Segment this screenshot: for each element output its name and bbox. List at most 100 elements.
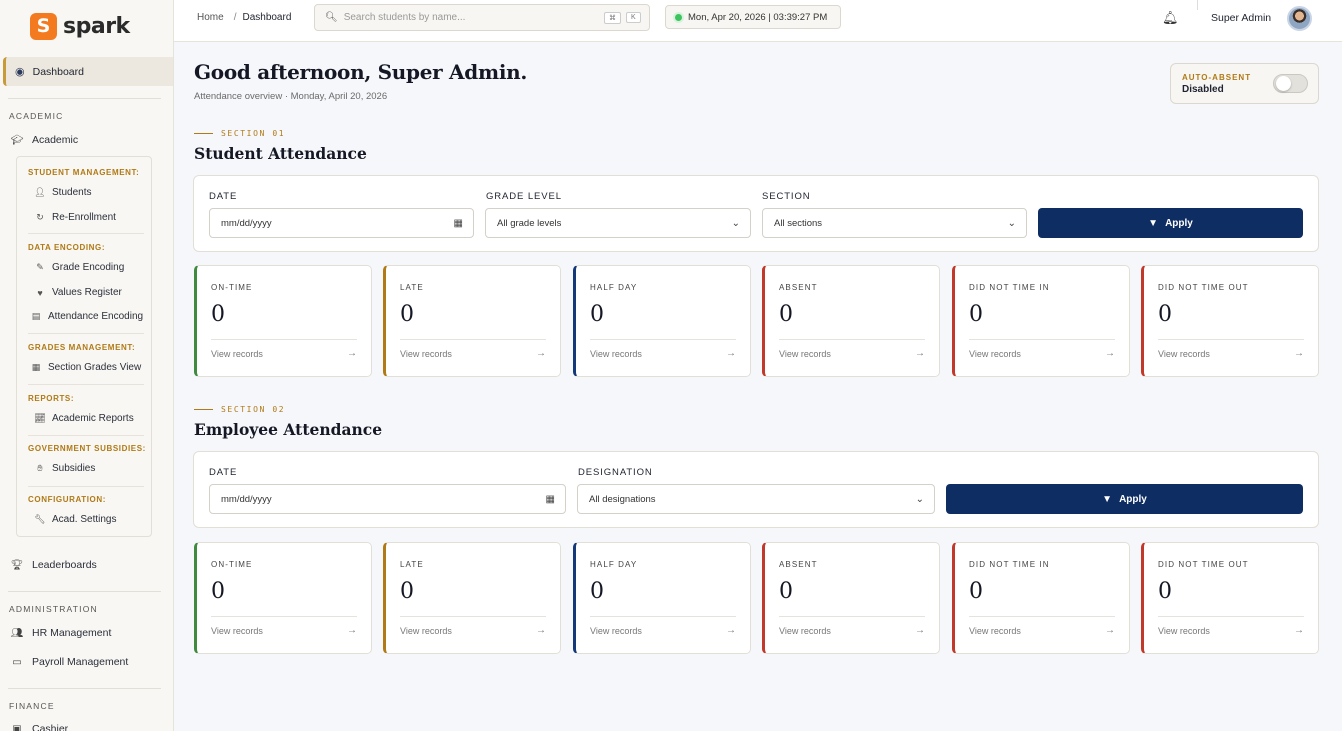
kbd-cmd: ⌘	[604, 12, 621, 24]
view-records-link[interactable]: View records	[211, 626, 263, 636]
sidebar-item-label: Attendance Encoding	[48, 311, 144, 322]
view-records-link[interactable]: View records	[400, 626, 452, 636]
stat-card-half-day[interactable]: HALF DAY 0 View records →	[573, 265, 751, 377]
auto-absent-label: AUTO-ABSENT	[1182, 73, 1252, 82]
sidebar-item-cashier[interactable]: ▣ Cashier	[10, 723, 68, 731]
view-records-link[interactable]: View records	[969, 349, 1021, 359]
sidebar-item-re-enrollment[interactable]: ↻ Re-Enrollment	[34, 212, 116, 223]
stat-card-did-not-time-in[interactable]: DID NOT TIME IN 0 View records →	[952, 265, 1130, 377]
stat-value: 0	[779, 579, 793, 604]
sidebar-item-subsidies[interactable]: ✋︎ Subsidies	[34, 463, 95, 474]
sidebar-item-label: Dashboard	[32, 65, 84, 78]
stat-card-did-not-time-out[interactable]: DID NOT TIME OUT 0 View records →	[1141, 542, 1319, 654]
wrench-icon: 🔧︎	[34, 514, 46, 524]
divider	[28, 384, 144, 385]
breadcrumb-home[interactable]: Home	[197, 12, 224, 23]
designation-select[interactable]: All designations ⌄	[577, 484, 935, 514]
arrow-right-icon[interactable]: →	[726, 625, 736, 636]
sidebar-item-academic[interactable]: 🎓︎ Academic	[10, 134, 78, 146]
student-date-input[interactable]: mm/dd/yyyy ▦	[209, 208, 474, 238]
view-records-link[interactable]: View records	[779, 626, 831, 636]
stat-value: 0	[400, 579, 414, 604]
users-icon: 👥︎	[10, 627, 24, 639]
student-apply-button[interactable]: ▼ Apply	[1038, 208, 1303, 238]
view-records-link[interactable]: View records	[969, 626, 1021, 636]
sidebar-item-students[interactable]: 👤︎ Students	[34, 187, 91, 198]
chevron-down-icon: ⌄	[731, 217, 740, 229]
bell-icon[interactable]: 🔔︎	[1162, 10, 1179, 25]
arrow-right-icon[interactable]: →	[1294, 348, 1304, 359]
auto-absent-card: AUTO-ABSENT Disabled	[1170, 63, 1319, 104]
arrow-right-icon[interactable]: →	[347, 348, 357, 359]
toggle-knob	[1276, 76, 1291, 91]
sidebar-item-label: Leaderboards	[32, 559, 97, 571]
arrow-right-icon[interactable]: →	[915, 625, 925, 636]
employee-date-input[interactable]: mm/dd/yyyy ▦	[209, 484, 566, 514]
sidebar-item-grade-encoding[interactable]: ✎ Grade Encoding	[34, 262, 124, 273]
sidebar-item-hr-management[interactable]: 👥︎ HR Management	[10, 627, 112, 639]
divider	[1158, 339, 1304, 340]
section-value: All sections	[774, 217, 823, 229]
sidebar-item-leaderboards[interactable]: 🏆︎ Leaderboards	[10, 559, 97, 571]
stat-card-did-not-time-out[interactable]: DID NOT TIME OUT 0 View records →	[1141, 265, 1319, 377]
sidebar-item-section-grades-view[interactable]: ▦ Section Grades View	[30, 362, 141, 373]
stat-label: DID NOT TIME OUT	[1158, 560, 1249, 569]
sidebar-item-label: Re-Enrollment	[52, 212, 116, 223]
stat-card-absent[interactable]: ABSENT 0 View records →	[762, 542, 940, 654]
arrow-right-icon[interactable]: →	[1105, 348, 1115, 359]
divider	[779, 339, 925, 340]
arrow-right-icon[interactable]: →	[915, 348, 925, 359]
arrow-right-icon[interactable]: →	[1294, 625, 1304, 636]
search-input[interactable]	[343, 12, 604, 23]
sidebar-item-academic-reports[interactable]: 📈︎ Academic Reports	[34, 413, 133, 424]
divider	[590, 616, 736, 617]
stat-card-on-time[interactable]: ON-TIME 0 View records →	[194, 265, 372, 377]
stat-card-late[interactable]: LATE 0 View records →	[383, 265, 561, 377]
stat-card-late[interactable]: LATE 0 View records →	[383, 542, 561, 654]
sidebar-item-values-register[interactable]: ♥ Values Register	[34, 287, 122, 298]
date-label: DATE	[209, 467, 238, 478]
status-dot	[675, 13, 682, 21]
sidebar-item-payroll-management[interactable]: ▭ Payroll Management	[10, 656, 128, 668]
section-select[interactable]: All sections ⌄	[762, 208, 1027, 238]
view-records-link[interactable]: View records	[211, 349, 263, 359]
arrow-right-icon[interactable]: →	[1105, 625, 1115, 636]
stat-value: 0	[211, 579, 225, 604]
stat-card-absent[interactable]: ABSENT 0 View records →	[762, 265, 940, 377]
clock-display: Mon, Apr 20, 2026 | 03:39:27 PM	[665, 5, 841, 29]
user-name[interactable]: Super Admin	[1211, 12, 1272, 24]
arrow-right-icon[interactable]: →	[726, 348, 736, 359]
view-records-link[interactable]: View records	[1158, 349, 1210, 359]
date-placeholder: mm/dd/yyyy	[221, 217, 272, 229]
sidebar-item-attendance-encoding[interactable]: ▤ Attendance Encoding	[30, 311, 143, 322]
arrow-right-icon[interactable]: →	[536, 348, 546, 359]
auto-absent-toggle[interactable]	[1273, 74, 1308, 93]
stat-label: DID NOT TIME IN	[969, 283, 1050, 292]
view-records-link[interactable]: View records	[400, 349, 452, 359]
sidebar-item-dashboard[interactable]: ◉ Dashboard	[3, 57, 173, 86]
stat-card-on-time[interactable]: ON-TIME 0 View records →	[194, 542, 372, 654]
arrow-right-icon[interactable]: →	[347, 625, 357, 636]
avatar[interactable]	[1287, 6, 1312, 31]
view-records-link[interactable]: View records	[590, 626, 642, 636]
calendar-icon[interactable]: ▦	[453, 217, 463, 229]
grade-level-select[interactable]: All grade levels ⌄	[485, 208, 751, 238]
view-records-link[interactable]: View records	[779, 349, 831, 359]
calendar-icon[interactable]: ▦	[545, 493, 555, 505]
arrow-right-icon[interactable]: →	[536, 625, 546, 636]
brand[interactable]: S spark	[0, 0, 173, 52]
stat-card-did-not-time-in[interactable]: DID NOT TIME IN 0 View records →	[952, 542, 1130, 654]
table-icon: ▦	[31, 362, 41, 372]
stat-value: 0	[400, 302, 414, 327]
section-title-employee: Employee Attendance	[194, 420, 383, 439]
sidebar-item-acad-settings[interactable]: 🔧︎ Acad. Settings	[34, 514, 116, 525]
view-records-link[interactable]: View records	[1158, 626, 1210, 636]
view-records-link[interactable]: View records	[590, 349, 642, 359]
graduation-cap-icon: 🎓︎	[10, 134, 24, 146]
employee-apply-button[interactable]: ▼ Apply	[946, 484, 1303, 514]
search-box[interactable]: 🔍︎ ⌘ K	[314, 4, 650, 31]
sidebar-item-label: Acad. Settings	[52, 514, 117, 525]
divider	[28, 435, 144, 436]
sidebar-item-label: Cashier	[32, 723, 69, 731]
stat-card-half-day[interactable]: HALF DAY 0 View records →	[573, 542, 751, 654]
